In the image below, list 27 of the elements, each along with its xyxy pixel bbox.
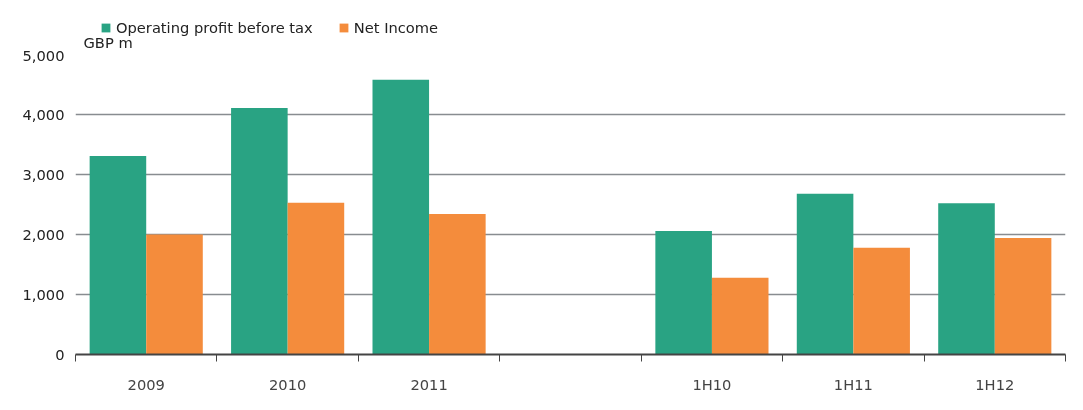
bar xyxy=(372,79,430,355)
x-tick-label: 2011 xyxy=(410,375,448,393)
y-tick-label: 0 xyxy=(55,345,65,363)
bar xyxy=(89,155,147,355)
bar xyxy=(711,277,769,355)
y-tick-label: 5,000 xyxy=(22,46,65,64)
legend-label: Net Income xyxy=(353,19,439,36)
bar xyxy=(429,214,486,355)
bar xyxy=(938,203,995,355)
bar xyxy=(146,234,203,355)
bar xyxy=(994,238,1052,355)
y-tick-label: 2,000 xyxy=(22,225,65,243)
x-tick-label: 1H12 xyxy=(975,375,1015,393)
x-tick-label: 2009 xyxy=(127,375,165,393)
x-tick-label: 2010 xyxy=(268,375,307,393)
y-tick-label: 4,000 xyxy=(22,105,65,123)
bar xyxy=(796,193,854,355)
bar xyxy=(231,107,288,355)
bar xyxy=(655,230,712,355)
y-axis-title: GBP m xyxy=(83,33,133,51)
legend-label: Operating profit before tax xyxy=(116,19,313,36)
bar xyxy=(853,247,910,355)
y-tick-label: 3,000 xyxy=(22,165,65,183)
bar xyxy=(287,202,345,355)
y-tick-label: 1,000 xyxy=(22,285,65,303)
x-tick-label: 1H10 xyxy=(692,375,732,393)
x-tick-label: 1H11 xyxy=(833,375,873,393)
